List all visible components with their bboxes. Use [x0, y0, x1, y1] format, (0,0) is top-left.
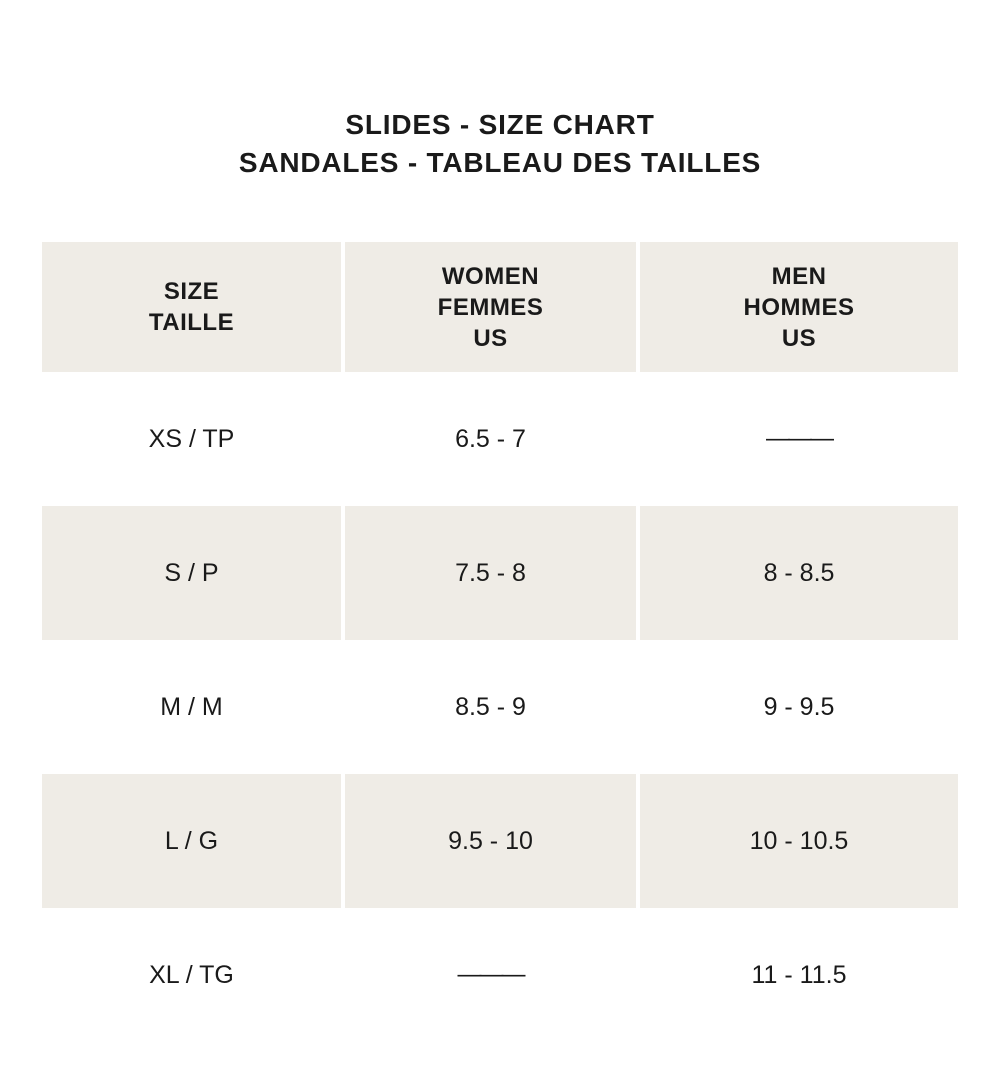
table-row: S / P 7.5 - 8 8 - 8.5	[42, 506, 958, 640]
cell-size: L / G	[42, 774, 341, 908]
table-header-row: SIZE TAILLE WOMEN FEMMES US MEN HOMMES U…	[42, 242, 958, 372]
cell-size: S / P	[42, 506, 341, 640]
title-line-french: SANDALES - TABLEAU DES TAILLES	[238, 147, 762, 178]
table-row: L / G 9.5 - 10 10 - 10.5	[42, 774, 958, 908]
cell-size: XS / TP	[148, 424, 235, 453]
title-line-english: SLIDES - SIZE CHART	[345, 109, 655, 140]
cell-size: XL / TG	[149, 960, 234, 989]
table-row: XS / TP 6.5 - 7 ———	[42, 372, 958, 506]
header-men-us: MEN HOMMES US	[640, 242, 958, 372]
cell-women-us: 7.5 - 8	[345, 506, 636, 640]
header-size: SIZE TAILLE	[42, 242, 341, 372]
table-row: M / M 8.5 - 9 9 - 9.5	[42, 640, 958, 774]
table-row: XL / TG ——— 11 - 11.5	[42, 908, 958, 1042]
cell-size: M / M	[160, 692, 223, 721]
cell-men-us: 8 - 8.5	[640, 506, 958, 640]
cell-men-us: 9 - 9.5	[763, 692, 835, 721]
page-title: SLIDES - SIZE CHART SANDALES - TABLEAU D…	[0, 0, 1000, 182]
cell-women-us-no-size-dash: ———	[457, 961, 526, 988]
cell-men-us: 10 - 10.5	[640, 774, 958, 908]
cell-men-us: 11 - 11.5	[751, 960, 847, 989]
cell-women-us: 6.5 - 7	[455, 424, 526, 453]
header-women-us: WOMEN FEMMES US	[345, 242, 636, 372]
cell-women-us: 9.5 - 10	[345, 774, 636, 908]
size-chart-table: SIZE TAILLE WOMEN FEMMES US MEN HOMMES U…	[42, 242, 958, 1042]
cell-women-us: 8.5 - 9	[455, 692, 526, 721]
cell-men-us-no-size-dash: ———	[766, 425, 834, 452]
